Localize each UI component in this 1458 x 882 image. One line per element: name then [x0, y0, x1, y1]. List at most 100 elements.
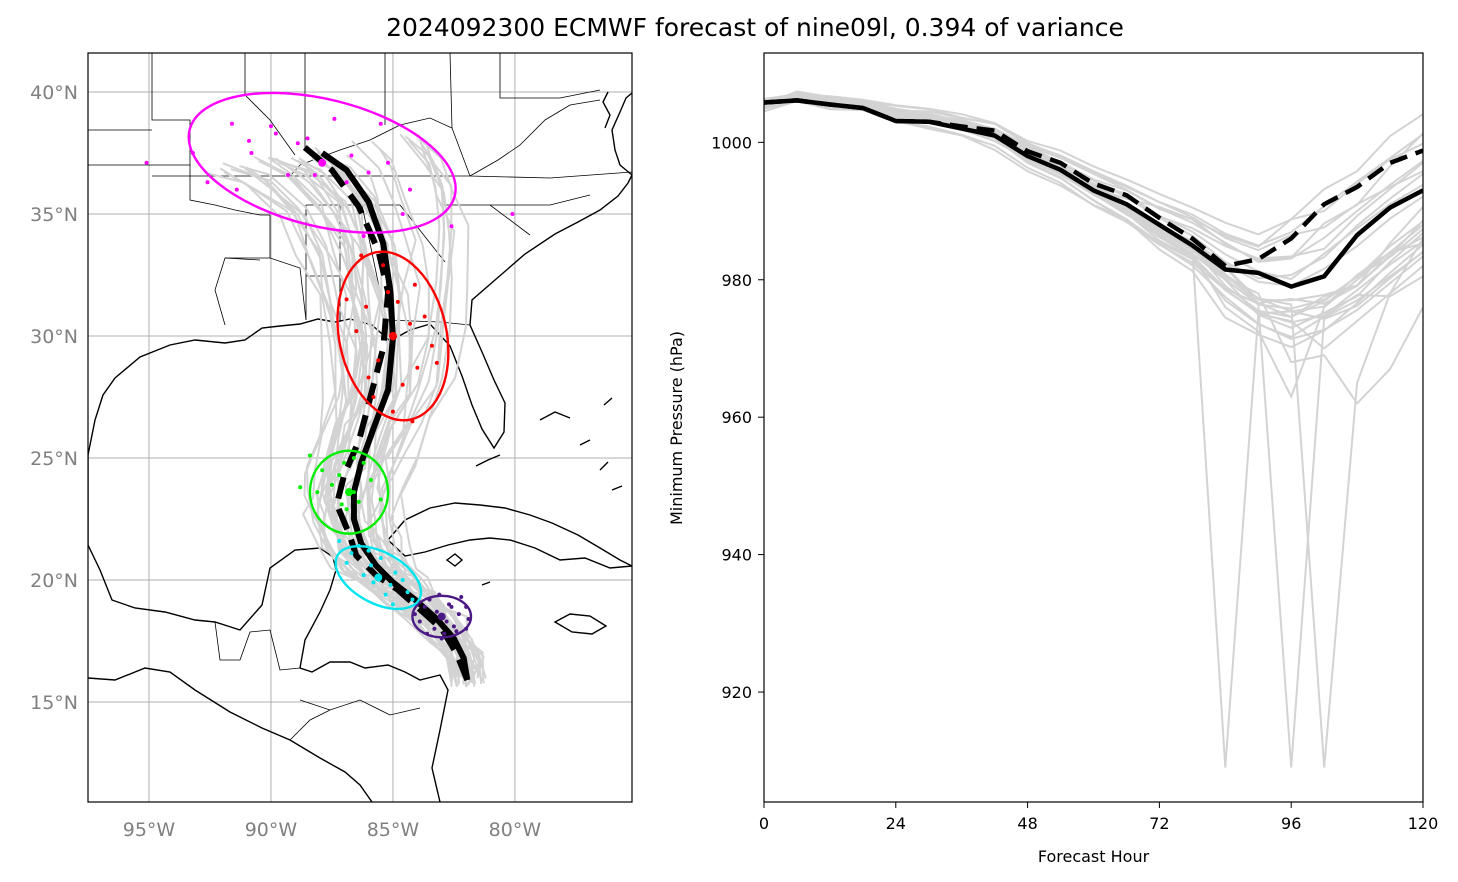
border-va-nc [440, 99, 601, 236]
group-center-marker [437, 612, 446, 621]
group-center-marker [374, 573, 383, 582]
member-position-dot [510, 212, 515, 217]
x-tick-label: 72 [1149, 814, 1169, 833]
border-mi [499, 53, 601, 99]
member-position-dot [386, 160, 391, 165]
member-position-dot [449, 224, 454, 229]
member-position-dot [364, 304, 369, 309]
member-position-dot [378, 497, 383, 502]
ensemble-track [300, 160, 455, 687]
group-center-marker [388, 332, 397, 341]
map-lat-tick-label: 35°N [30, 204, 78, 226]
member-position-dot [410, 597, 415, 602]
member-position-dot [337, 538, 342, 543]
isla-juventud [445, 553, 464, 567]
member-position-dot [320, 468, 325, 473]
member-position-dot [205, 180, 210, 185]
member-position-dot [361, 573, 366, 578]
member-position-dot [342, 460, 347, 465]
x-tick-label: 0 [759, 814, 769, 833]
member-position-dot [390, 409, 395, 414]
mean-pressure-lines [764, 98, 1423, 289]
timestep-group [411, 592, 473, 641]
jamaica-outline [553, 613, 608, 635]
member-position-dot [412, 282, 417, 287]
timestep-group [334, 538, 423, 611]
x-axis-label: Forecast Hour [1038, 847, 1150, 866]
border-mexico-guatemala [214, 621, 301, 671]
map-lon-tick-label: 95°W [123, 819, 176, 841]
y-tick-label: 940 [721, 546, 752, 565]
member-position-dot [361, 233, 366, 238]
member-position-dot [415, 365, 420, 370]
member-position-dot [349, 153, 354, 158]
member-position-dot [417, 619, 422, 624]
x-tick-label: 24 [886, 814, 906, 833]
member-position-dot [390, 602, 395, 607]
map-lat-tick-label: 40°N [30, 82, 78, 104]
member-position-dot [273, 131, 278, 136]
member-position-dot [307, 453, 312, 458]
member-position-dot [366, 548, 371, 553]
spread-ellipse [411, 594, 473, 639]
y-tick-label: 920 [721, 683, 752, 702]
cayman-islands [481, 581, 491, 586]
dashed-mean-pressure-line [764, 98, 1423, 269]
x-tick-label: 120 [1408, 814, 1439, 833]
border-il-in-oh [244, 53, 453, 156]
member-position-dot [349, 551, 354, 556]
member-position-dot [386, 290, 391, 295]
member-position-dot [447, 602, 452, 607]
pressure-plot-panel: 0 24 48 72 96 120 920 940 960 980 1000 Forecast Ho… [667, 52, 1438, 866]
member-position-dot [339, 502, 344, 507]
member-position-dot [393, 570, 398, 575]
chesapeake-bay [602, 91, 611, 129]
spread-ellipse [187, 91, 457, 234]
bahamas-islands [539, 397, 623, 491]
member-position-dot [378, 556, 383, 561]
member-position-dot [456, 612, 461, 617]
member-position-dot [268, 124, 273, 129]
track-map-panel: 95°W 90°W 85°W 80°W 40°N 35°N 30°N 25°N 20°N 15°N [30, 52, 633, 841]
member-position-dot [400, 212, 405, 217]
member-position-dot [371, 580, 376, 585]
member-position-dot [344, 180, 349, 185]
member-position-dot [442, 631, 447, 636]
member-position-dot [444, 619, 449, 624]
y-tick-label: 980 [721, 271, 752, 290]
member-position-dot [395, 299, 400, 304]
member-position-dot [368, 563, 373, 568]
member-position-dot [229, 121, 234, 126]
map-lat-tick-label: 30°N [30, 326, 78, 348]
member-position-dot [405, 590, 410, 595]
ensemble-track [311, 157, 481, 684]
member-position-dot [432, 626, 437, 631]
member-position-dot [356, 499, 361, 504]
pressure-axis-ticks: 0 24 48 72 96 120 920 940 960 980 1000 [711, 133, 1438, 833]
member-position-dot [351, 455, 356, 460]
map-gridlines [88, 53, 632, 802]
member-position-dot [366, 375, 371, 380]
member-position-dot [368, 477, 373, 482]
spread-ellipse [334, 544, 423, 611]
ensemble-track [271, 157, 457, 678]
map-lat-tick-label: 15°N [30, 692, 78, 714]
map-lat-tick-label: 20°N [30, 570, 78, 592]
map-tick-labels: 95°W 90°W 85°W 80°W 40°N 35°N 30°N 25°N 20°N 15°N [30, 82, 541, 841]
member-position-dot [449, 604, 454, 609]
ensemble-pressure-lines [764, 90, 1423, 768]
member-position-dot [312, 172, 317, 177]
pressure-plot-frame [763, 52, 1424, 803]
member-position-dot [408, 321, 413, 326]
member-position-dot [422, 604, 427, 609]
cuba-outline [387, 502, 632, 569]
y-tick-label: 960 [721, 408, 752, 427]
map-frame [87, 52, 633, 803]
member-position-dot [144, 160, 149, 165]
member-position-dot [388, 582, 393, 587]
member-position-dot [400, 577, 405, 582]
member-position-dot [359, 253, 364, 258]
y-tick-label: 1000 [711, 133, 752, 152]
alternate-mean-track [300, 143, 471, 682]
